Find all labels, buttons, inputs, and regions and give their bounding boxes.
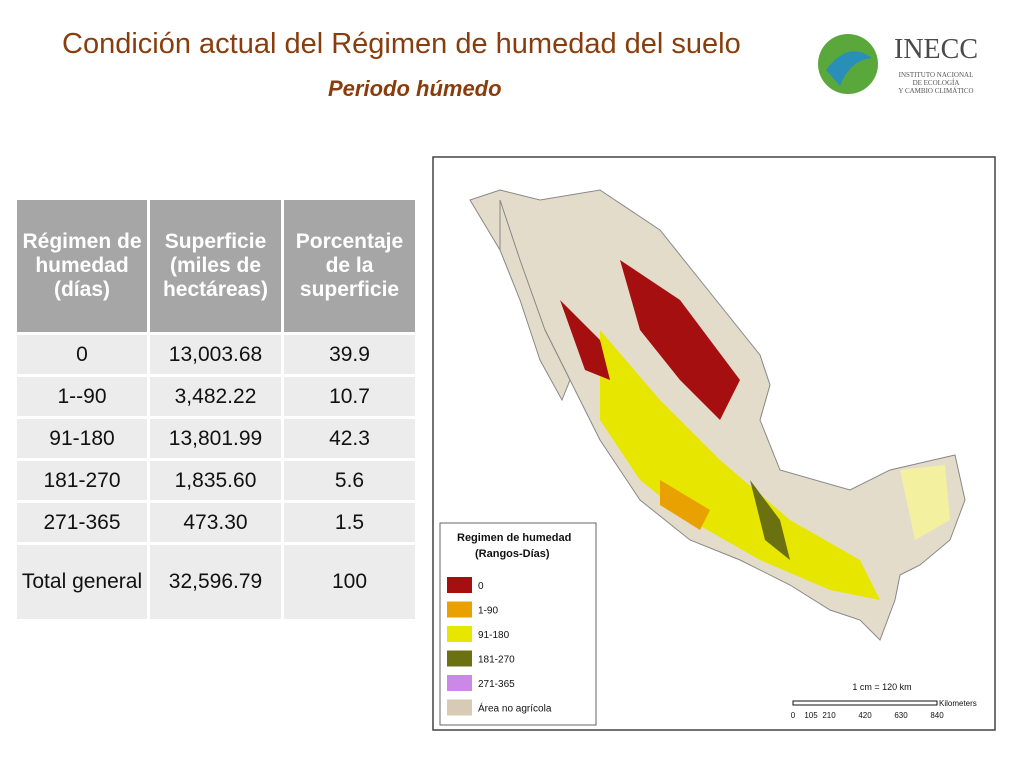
table-cell: 10.7 — [281, 374, 418, 419]
table-row: 181-270 1,835.60 5.6 — [14, 458, 418, 503]
logo-line: DE ECOLOGÍA — [913, 79, 960, 87]
scale-tick: 105 — [804, 711, 818, 720]
scale-tick: 0 — [791, 711, 796, 720]
table-cell: 473.30 — [147, 500, 284, 545]
map-region — [900, 465, 950, 540]
table-row: 0 13,003.68 39.9 — [14, 332, 418, 377]
map-region — [750, 480, 790, 560]
map-peninsula — [499, 199, 571, 402]
legend-title: (Rangos-Días) — [475, 548, 550, 560]
legend-swatch — [447, 650, 472, 667]
table-row: Total general 32,596.79 100 — [14, 542, 418, 622]
header-cell: Porcentaje de la superficie — [281, 197, 418, 335]
logo-icon — [818, 34, 878, 94]
table-cell: 271-365 — [14, 500, 150, 545]
header-cell: Régimen de humedad (días) — [14, 197, 150, 335]
scale-unit: Kilometers — [939, 699, 977, 708]
header-cell: Superficie (miles de hectáreas) — [147, 197, 284, 335]
map-region — [660, 480, 710, 530]
table-cell: 5.6 — [281, 458, 418, 503]
legend-label: 91-180 — [478, 630, 510, 641]
legend-swatch — [447, 577, 472, 593]
data-table: Régimen de humedad (días) Superficie (mil… — [14, 197, 418, 622]
logo-line: Y CAMBIO CLIMÁTICO — [898, 87, 973, 95]
table-cell: 1.5 — [281, 500, 418, 545]
map: Regimen de humedad (Rangos-Días) 0 1-90 91… — [432, 156, 996, 731]
table-cell: 32,596.79 — [147, 542, 284, 622]
table-cell: 1--90 — [14, 374, 150, 419]
table-row: 271-365 473.30 1.5 — [14, 500, 418, 545]
logo: INECC INSTITUTO NACIONAL DE ECOLOGÍA Y C… — [818, 34, 978, 95]
slide-title: Condición actual del Régimen de humedad … — [62, 28, 741, 60]
table-cell: 42.3 — [281, 416, 418, 461]
logo-line: INSTITUTO NACIONAL — [899, 71, 974, 79]
legend-label: 1-90 — [478, 606, 498, 617]
map-region — [600, 330, 880, 600]
legend-swatch — [447, 626, 472, 642]
header-row: Régimen de humedad (días) Superficie (mil… — [14, 197, 418, 335]
scale-bar — [792, 700, 938, 706]
scale-tick: 210 — [822, 711, 836, 720]
table-cell: 3,482.22 — [147, 374, 284, 419]
legend-swatch — [447, 699, 472, 716]
table-cell: Total general — [14, 542, 150, 622]
legend-label: 181-270 — [478, 655, 515, 666]
slide-subtitle: Periodo húmedo — [328, 76, 502, 101]
table-cell: 1,835.60 — [147, 458, 284, 503]
map-land — [469, 189, 966, 641]
map-region — [620, 260, 740, 420]
logo-swirl — [826, 51, 872, 86]
table-cell: 13,003.68 — [147, 332, 284, 377]
table-cell: 91-180 — [14, 416, 150, 461]
legend-label: 271-365 — [478, 679, 515, 690]
map-region — [560, 300, 610, 380]
scale-tick: 840 — [930, 711, 944, 720]
table-row: 91-180 13,801.99 42.3 — [14, 416, 418, 461]
table-row: 1--90 3,482.22 10.7 — [14, 374, 418, 419]
legend-swatch — [447, 601, 472, 618]
scale-tick: 630 — [894, 711, 908, 720]
legend-swatch — [447, 675, 472, 691]
legend-label: 0 — [478, 581, 484, 592]
map-frame — [432, 156, 996, 731]
legend-box — [439, 522, 597, 726]
legend-label: Área no agrícola — [478, 702, 552, 715]
scale-label: 1 cm = 120 km — [852, 682, 911, 692]
table-cell: 39.9 — [281, 332, 418, 377]
table-cell: 100 — [281, 542, 418, 622]
table-cell: 181-270 — [14, 458, 150, 503]
table-cell: 13,801.99 — [147, 416, 284, 461]
scale-tick: 420 — [858, 711, 872, 720]
logo-name: INECC — [894, 34, 978, 65]
legend-title: Regimen de humedad — [457, 532, 571, 544]
table-cell: 0 — [14, 332, 150, 377]
